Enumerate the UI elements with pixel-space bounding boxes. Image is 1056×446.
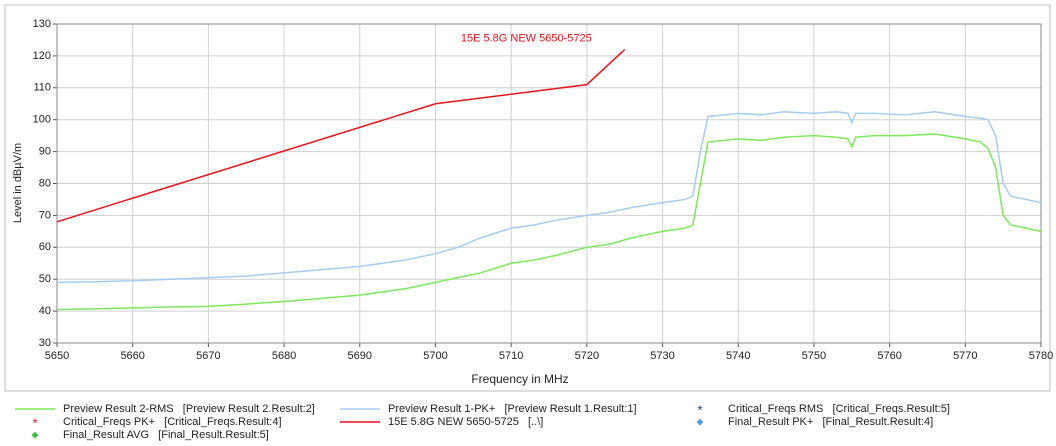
- x-tick-label: 5720: [575, 350, 599, 362]
- x-tick-label: 5660: [120, 350, 144, 362]
- x-tick-label: 5770: [953, 350, 977, 362]
- legend-label: 15E 5.8G NEW 5650-5725 [..\]: [388, 416, 543, 428]
- plot-border: [56, 23, 1042, 344]
- y-axis-label: Level in dBµV/m: [12, 143, 24, 223]
- legend-label: Critical_Freqs RMS [Critical_Freqs.Resul…: [728, 403, 950, 415]
- x-tick-label: 5710: [499, 350, 523, 362]
- data-line: [56, 110, 1042, 284]
- y-tick-label: 120: [33, 50, 51, 62]
- x-tick-label: 5750: [802, 350, 826, 362]
- x-tick-label: 5730: [650, 350, 674, 362]
- y-tick-label: 30: [39, 337, 51, 349]
- x-tick-label: 5740: [726, 350, 750, 362]
- legend-symbol: ◆: [697, 416, 704, 426]
- x-tick-label: 5650: [45, 350, 69, 362]
- y-tick-label: 80: [39, 177, 51, 189]
- y-tick-label: 100: [33, 114, 51, 126]
- y-tick-label: 40: [39, 305, 51, 317]
- legend-label: Preview Result 2-RMS [Preview Result 2.R…: [63, 403, 315, 415]
- data-line: [56, 48, 626, 223]
- y-tick-label: 70: [39, 209, 51, 221]
- data-line: [56, 133, 1042, 311]
- y-tick-label: 130: [33, 18, 51, 30]
- annotation: 15E 5.8G NEW 5650-5725: [461, 32, 592, 44]
- legend-symbol: ◆: [32, 429, 39, 439]
- y-tick-label: 60: [39, 241, 51, 253]
- legend-symbol: *: [697, 402, 702, 417]
- x-tick-label: 5680: [272, 350, 296, 362]
- x-tick-label: 5670: [196, 350, 220, 362]
- y-tick-label: 110: [33, 82, 51, 94]
- legend-label: Critical_Freqs PK+ [Critical_Freqs.Resul…: [63, 416, 282, 428]
- legend-symbol: *: [32, 415, 37, 430]
- x-tick-label: 5780: [1029, 350, 1053, 362]
- y-tick-label: 50: [39, 273, 51, 285]
- legend-label: Final_Result AVG [Final_Result.Result:5]: [63, 429, 269, 441]
- legend-label: Final_Result PK+ [Final_Result.Result:4]: [728, 416, 933, 428]
- y-tick-label: 90: [39, 146, 51, 158]
- legend-label: Preview Result 1-PK+ [Preview Result 1.R…: [388, 403, 637, 415]
- x-axis-label: Frequency in MHz: [471, 372, 568, 386]
- x-tick-label: 5700: [423, 350, 447, 362]
- x-tick-label: 5760: [877, 350, 901, 362]
- x-tick-label: 5690: [348, 350, 372, 362]
